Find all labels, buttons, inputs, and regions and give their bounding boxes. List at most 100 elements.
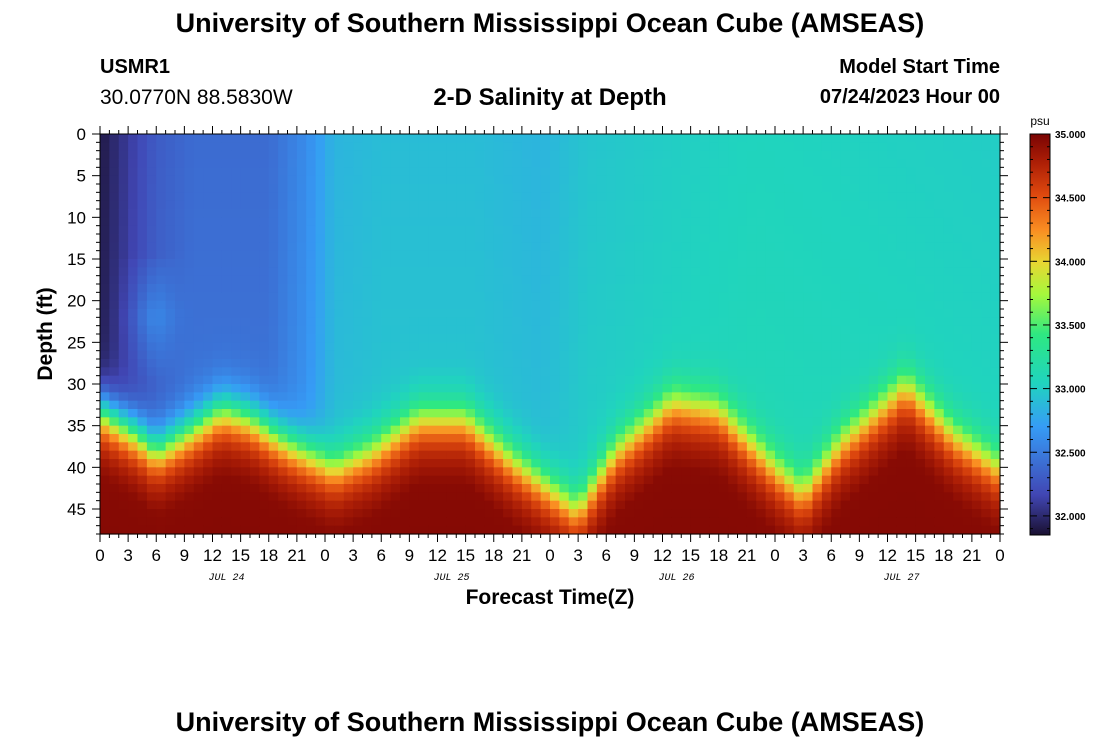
heatmap-cell — [765, 134, 776, 143]
heatmap-cell — [606, 200, 617, 210]
heatmap-cell — [596, 259, 607, 268]
heatmap-cell — [746, 384, 757, 393]
heatmap-cell — [550, 500, 560, 510]
heatmap-cell — [146, 292, 157, 302]
heatmap-cell — [746, 475, 757, 485]
heatmap-cell — [503, 392, 514, 402]
heatmap-cell — [371, 475, 382, 485]
heatmap-cell — [990, 317, 1001, 327]
heatmap-cell — [128, 234, 139, 243]
heatmap-cell — [812, 325, 823, 335]
heatmap-cell — [118, 417, 129, 427]
heatmap-cell — [268, 509, 279, 518]
heatmap-cell — [146, 434, 157, 443]
heatmap-cell — [259, 225, 270, 235]
heatmap-cell — [840, 459, 851, 468]
heatmap-cell — [784, 434, 795, 443]
heatmap-cell — [100, 400, 110, 410]
heatmap-cell — [578, 500, 589, 510]
heatmap-cell — [418, 309, 429, 318]
heatmap-cell — [362, 300, 373, 310]
heatmap-cell — [812, 517, 823, 527]
heatmap-cell — [315, 325, 326, 335]
heatmap-cell — [625, 475, 635, 485]
heatmap-cell — [868, 192, 879, 202]
heatmap-cell — [343, 142, 354, 152]
heatmap-cell — [709, 384, 720, 393]
heatmap-cell — [803, 342, 814, 352]
heatmap-cell — [887, 150, 898, 160]
heatmap-cell — [831, 359, 842, 368]
heatmap-cell — [428, 142, 439, 152]
heatmap-cell — [109, 375, 120, 385]
heatmap-cell — [409, 492, 420, 502]
heatmap-cell — [315, 134, 326, 143]
heatmap-cell — [465, 450, 476, 460]
heatmap-cell — [728, 159, 739, 168]
heatmap-cell — [400, 417, 410, 427]
heatmap-cell — [746, 409, 757, 418]
heatmap-cell — [859, 234, 870, 243]
heatmap-cell — [728, 175, 739, 185]
heatmap-cell — [718, 284, 729, 293]
heatmap-cell — [596, 159, 607, 168]
heatmap-cell — [596, 334, 607, 343]
heatmap-cell — [184, 234, 195, 243]
heatmap-cell — [240, 525, 251, 535]
heatmap-cell — [934, 175, 945, 185]
heatmap-cell — [906, 250, 917, 260]
heatmap-cell — [221, 417, 232, 427]
heatmap-cell — [306, 325, 317, 335]
heatmap-cell — [840, 400, 851, 410]
heatmap-cell — [859, 192, 870, 202]
heatmap-cell — [653, 242, 664, 252]
heatmap-cell — [784, 392, 795, 402]
heatmap-cell — [456, 400, 467, 410]
heatmap-cell — [578, 475, 589, 485]
heatmap-cell — [831, 250, 842, 260]
heatmap-cell — [728, 192, 739, 202]
heatmap-cell — [268, 242, 279, 252]
heatmap-cell — [587, 284, 598, 293]
heatmap-cell — [756, 467, 767, 477]
heatmap-cell — [184, 342, 195, 352]
heatmap-cell — [231, 300, 242, 310]
heatmap-cell — [531, 317, 542, 327]
heatmap-cell — [540, 400, 551, 410]
heatmap-cell — [493, 434, 504, 443]
heatmap-cell — [268, 275, 279, 285]
heatmap-cell — [737, 500, 748, 510]
heatmap-cell — [428, 450, 439, 460]
heatmap-cell — [606, 467, 617, 477]
heatmap-cell — [990, 350, 1001, 360]
heatmap-cell — [887, 517, 898, 527]
heatmap-cell — [100, 159, 110, 168]
heatmap-cell — [400, 292, 410, 302]
heatmap-cell — [868, 509, 879, 518]
heatmap-cell — [334, 217, 345, 227]
heatmap-cell — [456, 459, 467, 468]
heatmap-cell — [784, 159, 795, 168]
heatmap-cell — [137, 200, 148, 210]
heatmap-cell — [746, 525, 757, 535]
heatmap-cell — [296, 450, 307, 460]
heatmap-cell — [315, 217, 326, 227]
heatmap-cell — [587, 234, 598, 243]
heatmap-cell — [503, 500, 514, 510]
heatmap-cell — [418, 284, 429, 293]
heatmap-cell — [296, 400, 307, 410]
heatmap-cell — [878, 134, 889, 143]
heatmap-cell — [306, 267, 317, 277]
heatmap-cell — [418, 492, 429, 502]
heatmap-cell — [109, 359, 120, 368]
heatmap-cell — [381, 467, 392, 477]
heatmap-cell — [259, 200, 270, 210]
heatmap-cell — [446, 367, 457, 377]
heatmap-cell — [212, 384, 223, 393]
heatmap-cell — [653, 134, 664, 143]
heatmap-cell — [512, 217, 523, 227]
heatmap-cell — [765, 459, 776, 468]
heatmap-cell — [109, 434, 120, 443]
heatmap-cell — [737, 384, 748, 393]
heatmap-cell — [896, 234, 907, 243]
